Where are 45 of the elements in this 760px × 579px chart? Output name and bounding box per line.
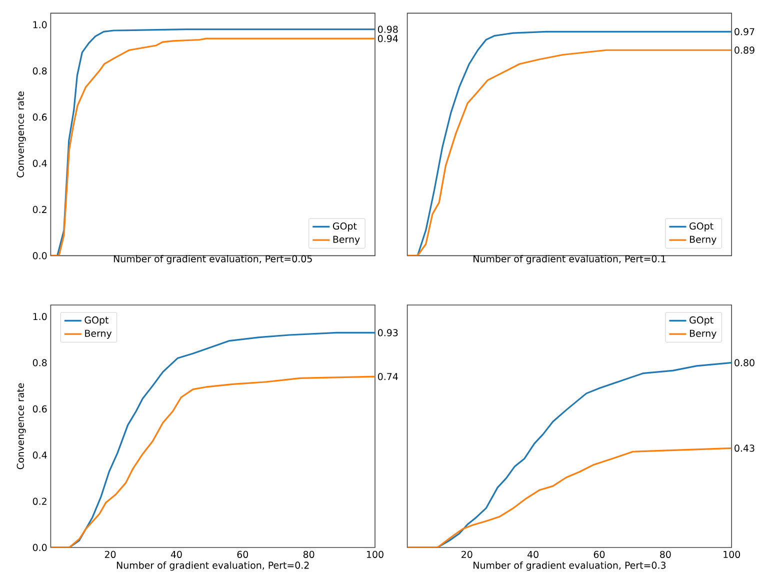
legend-label: GOpt bbox=[84, 316, 108, 326]
x-tick-label: 60 bbox=[237, 550, 248, 558]
y2-tick-label: 0.43 bbox=[734, 444, 754, 452]
x-axis-title: Number of gradient evaluation, Pert=0.2 bbox=[116, 562, 309, 571]
legend-label: GOpt bbox=[332, 222, 357, 232]
x-axis-title: Number of gradient evaluation, Pert=0.05 bbox=[114, 255, 312, 264]
y2-tick-label: 0.93 bbox=[378, 329, 398, 336]
y-tick-label: 0.6 bbox=[32, 405, 47, 412]
legend-label: Berny bbox=[690, 330, 716, 339]
legend-label: Berny bbox=[333, 236, 360, 245]
y-tick-label: 0.0 bbox=[32, 544, 47, 552]
x-tick-label: 80 bbox=[303, 550, 314, 558]
y-tick-label: 1.0 bbox=[33, 21, 47, 28]
y-tick-label: 0.8 bbox=[32, 67, 47, 75]
y2-tick-label: 0.74 bbox=[378, 372, 398, 380]
legend-label: GOpt bbox=[690, 316, 714, 326]
y-axis-title: Convengence rate bbox=[16, 383, 26, 470]
x-tick-label: 20 bbox=[104, 550, 116, 558]
y-tick-label: 0.0 bbox=[32, 252, 47, 260]
x-tick-label: 40 bbox=[170, 550, 182, 558]
y-tick-label: 0.2 bbox=[32, 206, 46, 214]
y2-tick-label: 0.97 bbox=[734, 28, 754, 36]
legend-label: Berny bbox=[690, 236, 716, 245]
y2-tick-label: 0.80 bbox=[734, 359, 754, 366]
y-tick-label: 0.2 bbox=[32, 498, 46, 505]
y2-tick-label: 0.98 bbox=[378, 26, 398, 33]
y-axis-title: Convengence rate bbox=[16, 91, 26, 178]
x-axis-title: Number of gradient evaluation, Pert=0.3 bbox=[474, 562, 666, 571]
line-series bbox=[50, 376, 376, 548]
y2-tick-label: 0.94 bbox=[378, 35, 398, 42]
x-tick-label: 20 bbox=[462, 550, 472, 558]
x-tick-label: 100 bbox=[367, 550, 384, 558]
legend-label: GOpt bbox=[690, 222, 714, 232]
x-tick-label: 60 bbox=[594, 550, 605, 558]
legend-label: Berny bbox=[85, 330, 112, 339]
x-tick-label: 80 bbox=[660, 550, 671, 558]
y-tick-label: 0.4 bbox=[32, 452, 47, 459]
y-tick-label: 1.0 bbox=[33, 312, 47, 320]
y2-tick-label: 0.89 bbox=[734, 46, 754, 54]
x-tick-label: 40 bbox=[528, 550, 538, 558]
x-tick-label: 100 bbox=[724, 550, 740, 558]
y-tick-label: 0.4 bbox=[32, 160, 47, 167]
x-axis-title: Number of gradient evaluation, Pert=0.1 bbox=[474, 255, 666, 264]
y-tick-label: 0.8 bbox=[32, 359, 47, 366]
y-tick-label: 0.6 bbox=[32, 114, 47, 121]
